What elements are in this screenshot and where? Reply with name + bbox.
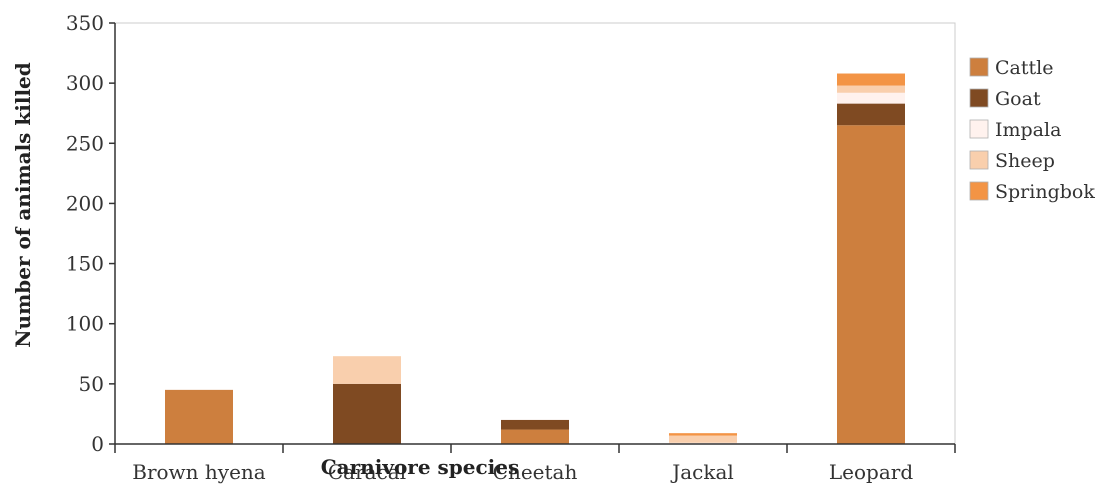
bar-segment <box>333 356 401 384</box>
y-tick-label: 0 <box>91 432 104 456</box>
legend-label: Springbok <box>995 181 1095 203</box>
legend-label: Cattle <box>995 57 1053 79</box>
bar-segment <box>669 433 737 436</box>
bar-segment <box>501 429 569 444</box>
y-tick-label: 200 <box>66 191 104 215</box>
legend: Cattle Goat Impala Sheep Springbok <box>969 57 1095 203</box>
bar-segment <box>837 103 905 126</box>
y-tick-label: 150 <box>66 252 104 276</box>
legend-label: Goat <box>995 88 1041 110</box>
x-tick-label: Cheetah <box>493 460 578 484</box>
bar-segment <box>501 419 569 430</box>
y-axis-title: Number of animals killed <box>11 62 35 348</box>
bar-segment <box>837 85 905 93</box>
x-axis: Brown hyena Caracal Cheetah Jackal Leopard <box>114 443 956 484</box>
legend-swatch <box>969 150 989 170</box>
x-tick-label: Jackal <box>670 460 734 484</box>
legend-label: Sheep <box>995 150 1055 172</box>
y-axis: 0 50 100 150 200 250 300 350 <box>66 11 116 456</box>
y-tick-label: 300 <box>66 71 104 95</box>
legend-swatch <box>969 57 989 77</box>
y-tick-label: 350 <box>66 11 104 35</box>
x-tick-label: Brown hyena <box>132 460 266 484</box>
bar-segment <box>165 389 233 444</box>
bar-segment <box>333 383 401 444</box>
legend-swatch <box>969 181 989 201</box>
bar-segment <box>837 92 905 104</box>
plot-frame <box>114 22 956 445</box>
bars-group <box>165 73 905 444</box>
bar-segment <box>837 73 905 86</box>
legend-label: Impala <box>995 119 1061 141</box>
y-tick-label: 100 <box>66 312 104 336</box>
x-tick-label: Caracal <box>328 460 406 484</box>
x-axis-title: Carnivore species <box>321 455 519 479</box>
bar-segment <box>669 435 737 443</box>
y-tick-label: 250 <box>66 131 104 155</box>
bar-segment <box>837 125 905 444</box>
y-tick-label: 50 <box>79 372 104 396</box>
legend-swatch <box>969 119 989 139</box>
x-tick-label: Leopard <box>829 460 913 484</box>
legend-swatch <box>969 88 989 108</box>
